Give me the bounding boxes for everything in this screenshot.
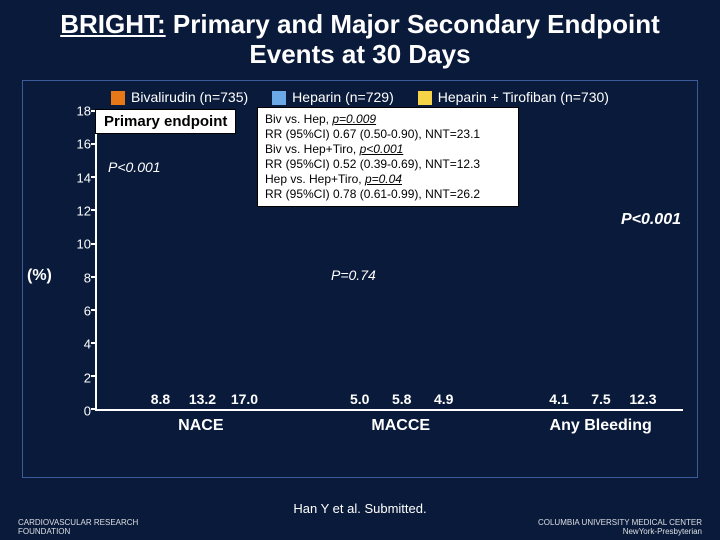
bar-value: 17.0 [231,391,258,407]
y-tick: 14 [67,170,91,185]
legend-swatch-0 [111,91,125,105]
chart-panel: Bivalirudin (n=735) Heparin (n=729) Hepa… [22,80,698,478]
citation: Han Y et al. Submitted. [0,501,720,516]
primary-endpoint-label: Primary endpoint [95,109,236,134]
chart: (%) 024681012141618 8.813.217.05.05.84.9… [33,111,687,441]
bar-value: 13.2 [189,391,216,407]
y-tick: 2 [67,370,91,385]
logo-left: CARDIOVASCULAR RESEARCH FOUNDATION [18,518,138,536]
logo-right: COLUMBIA UNIVERSITY MEDICAL CENTER NewYo… [538,518,702,536]
legend-item: Heparin (n=729) [272,89,394,105]
category-label: Any Bleeding [550,417,652,435]
y-tick: 16 [67,137,91,152]
legend-swatch-2 [418,91,432,105]
y-tick: 4 [67,337,91,352]
bar-value: 5.0 [350,391,369,407]
bar-value: 4.9 [434,391,453,407]
y-tick: 8 [67,270,91,285]
p-value-nace: P<0.001 [108,159,161,175]
legend-item: Heparin + Tirofiban (n=730) [418,89,609,105]
y-tick: 18 [67,104,91,119]
p-value-macce: P=0.74 [331,267,376,283]
bar-value: 8.8 [151,391,170,407]
legend-swatch-1 [272,91,286,105]
stats-box: Biv vs. Hep, p=0.009 RR (95%CI) 0.67 (0.… [257,107,519,207]
legend: Bivalirudin (n=735) Heparin (n=729) Hepa… [33,89,687,105]
title-rest: Primary and Major Secondary Endpoint Eve… [166,9,660,69]
legend-item: Bivalirudin (n=735) [111,89,248,105]
y-tick: 12 [67,204,91,219]
bar-value: 5.8 [392,391,411,407]
slide-title: BRIGHT: Primary and Major Secondary Endp… [0,0,720,74]
y-axis: 024681012141618 [67,111,91,411]
x-axis-labels: NACE MACCE Any Bleeding [95,413,683,441]
title-prefix: BRIGHT: [60,9,165,39]
y-axis-label: (%) [27,267,52,285]
bar-value: 4.1 [549,391,568,407]
y-tick: 10 [67,237,91,252]
bar-value: 12.3 [629,391,656,407]
category-label: MACCE [371,417,430,435]
y-tick: 6 [67,304,91,319]
p-value-anybleed: P<0.001 [621,211,681,229]
category-label: NACE [178,417,223,435]
y-tick: 0 [67,404,91,419]
bar-value: 7.5 [591,391,610,407]
